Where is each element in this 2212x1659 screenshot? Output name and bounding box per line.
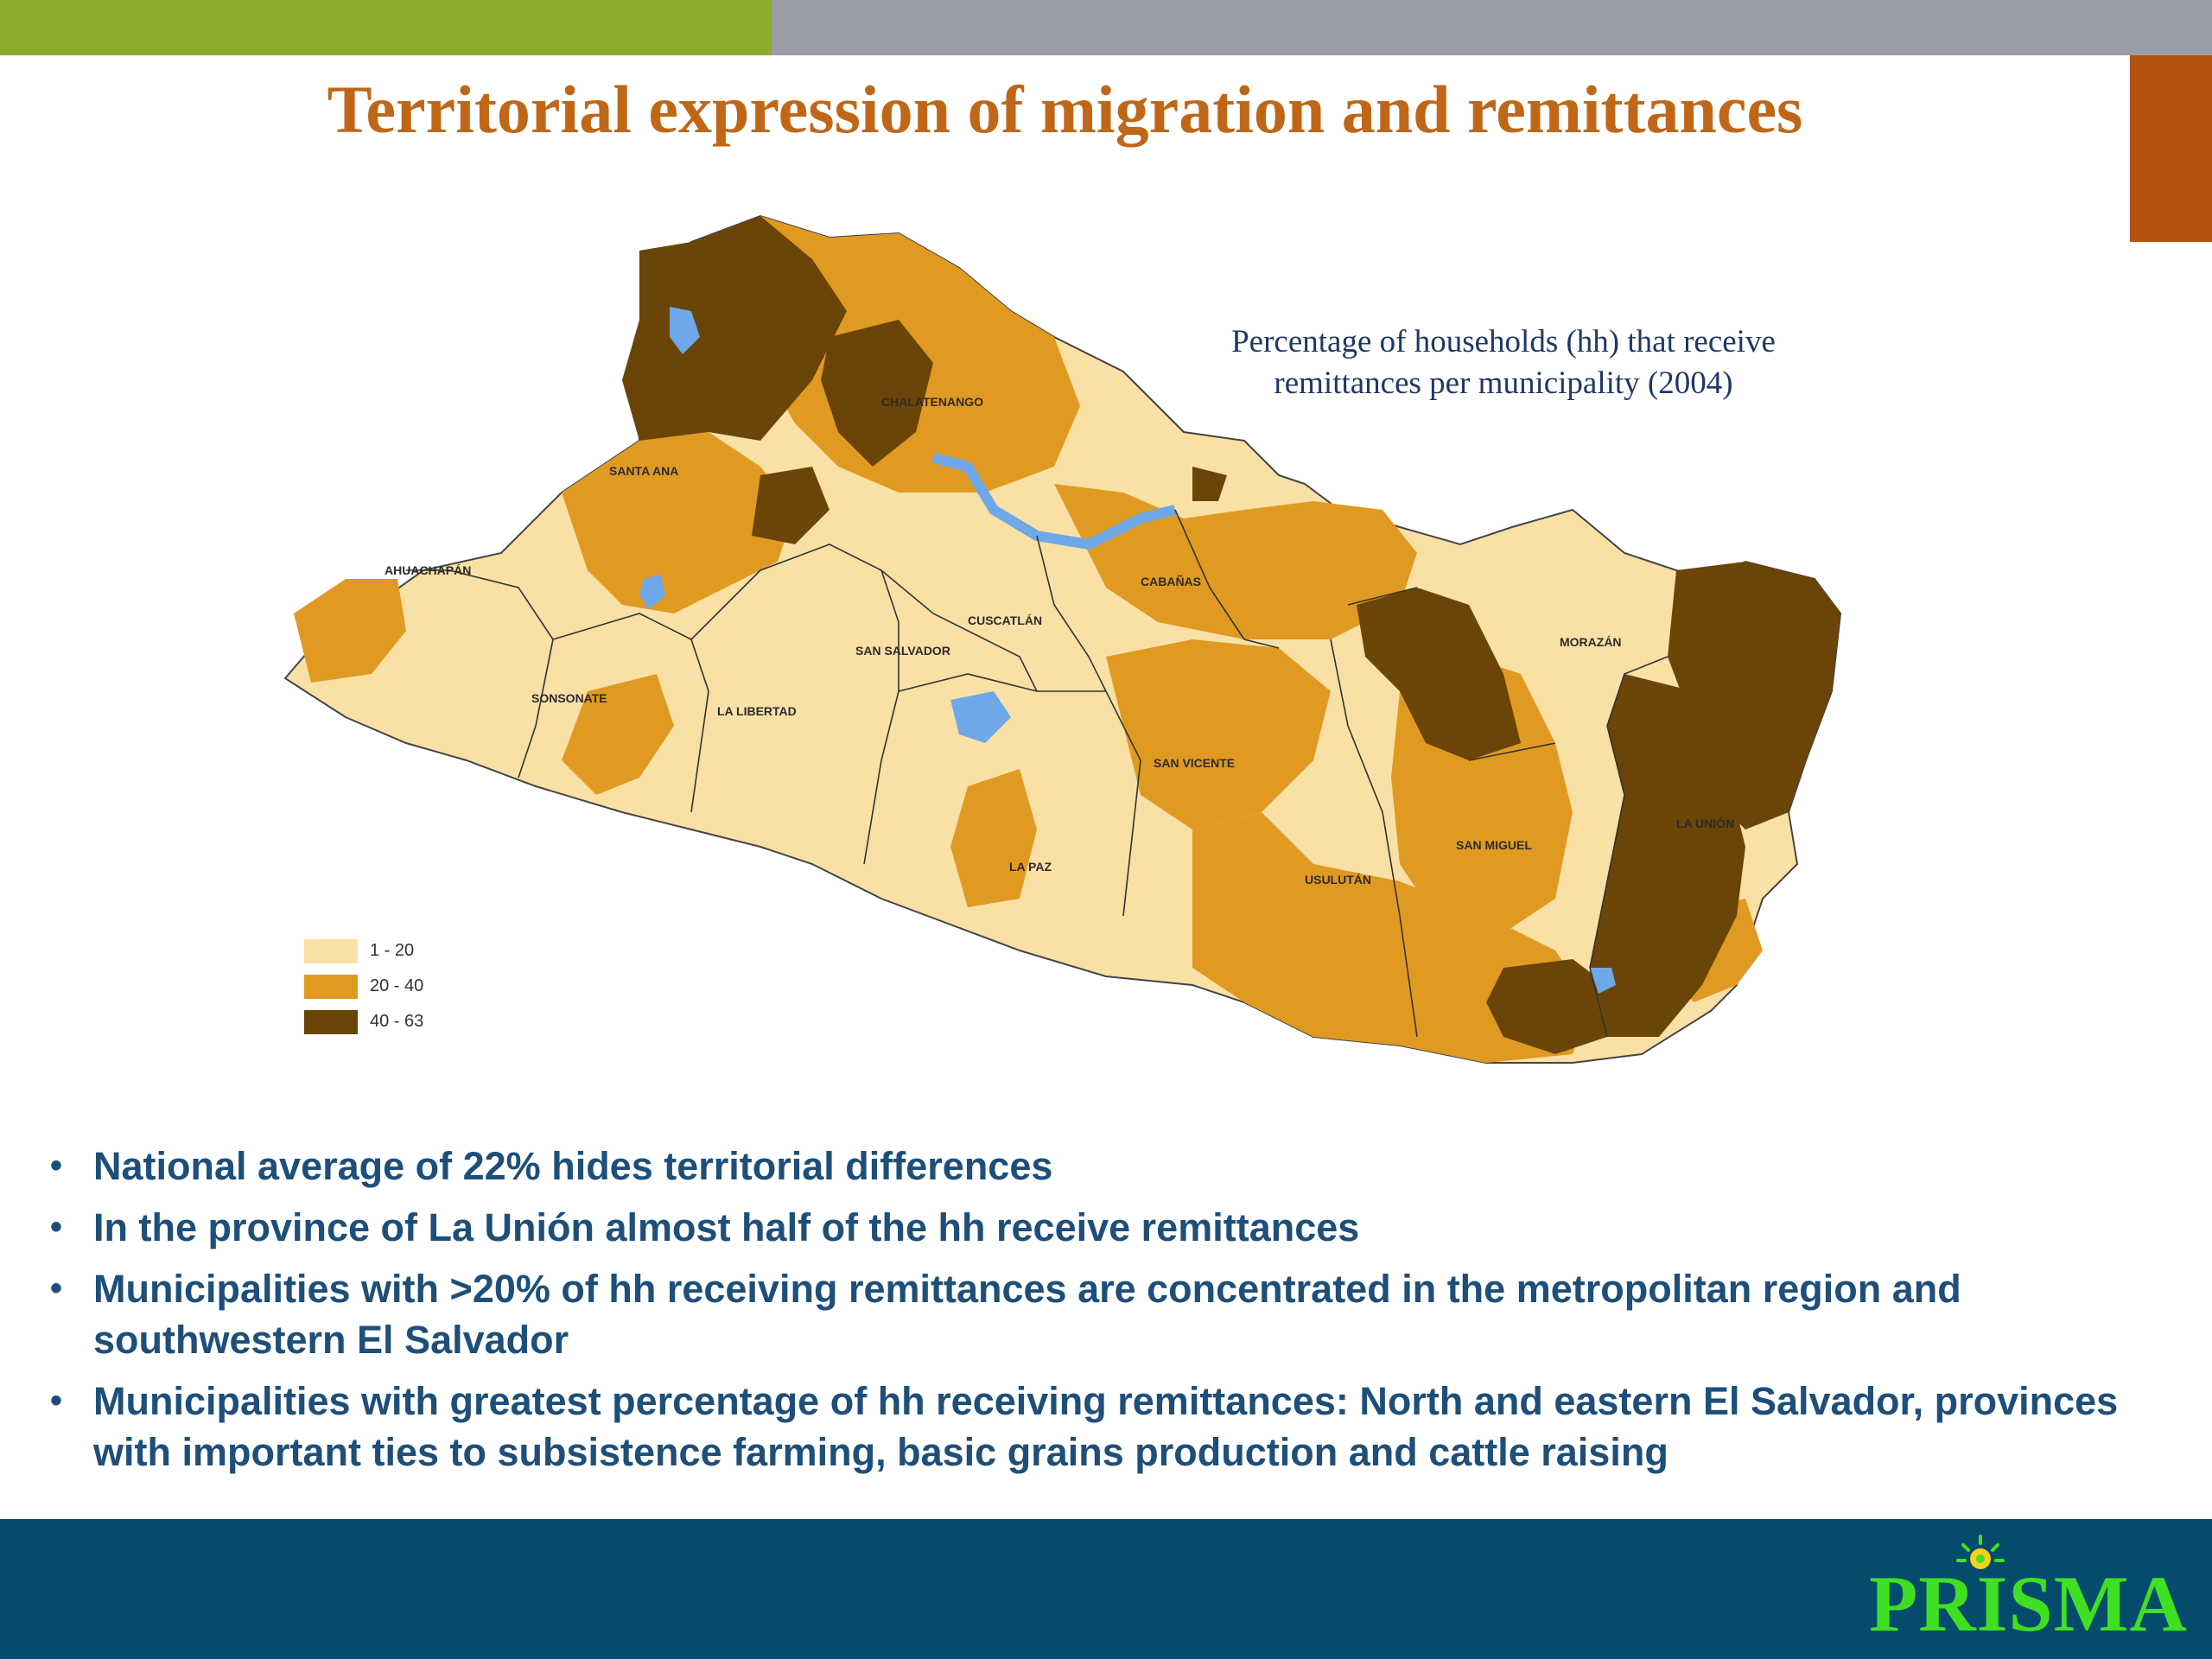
legend-label-low: 1 - 20 bbox=[370, 941, 415, 960]
region-mid-cabanas bbox=[1054, 484, 1417, 639]
region-high-santaana bbox=[752, 467, 830, 544]
legend-item: 1 - 20 bbox=[304, 933, 423, 969]
lake-olomega bbox=[1590, 968, 1616, 994]
region-high-southeast bbox=[1486, 959, 1607, 1054]
legend-label-high: 40 - 63 bbox=[370, 1012, 424, 1031]
region-high-launion bbox=[1590, 674, 1745, 1037]
bullet-item-3: Municipalities with >20% of hh receiving… bbox=[50, 1263, 2158, 1365]
department-borders bbox=[406, 509, 1669, 1038]
bullet-item-1: National average of 22% hides territoria… bbox=[50, 1141, 2158, 1192]
slide-title: Territorial expression of migration and … bbox=[327, 72, 1803, 147]
legend-label-mid: 20 - 40 bbox=[370, 976, 424, 995]
top-bar-gray bbox=[772, 0, 2212, 55]
top-bar-green bbox=[0, 0, 772, 55]
map-caption-line-1: Percentage of households (hh) that recei… bbox=[1231, 324, 1776, 359]
region-mid-lapaz bbox=[950, 769, 1037, 907]
dept-label-san-miguel: SAN MIGUEL bbox=[1456, 838, 1532, 852]
legend-item: 20 - 40 bbox=[304, 969, 423, 1004]
region-mid-sanvicente bbox=[1106, 639, 1331, 830]
sun-icon bbox=[1956, 1535, 2005, 1569]
region-high-northwest bbox=[622, 216, 847, 441]
dept-label-san-vicente: SAN VICENTE bbox=[1154, 756, 1235, 770]
region-mid-northwest bbox=[562, 432, 795, 613]
side-accent-block bbox=[2130, 55, 2212, 242]
dept-label-chalatenango: CHALATENANGO bbox=[881, 395, 983, 409]
dept-label-la-libertad: LA LIBERTAD bbox=[717, 704, 797, 718]
legend-swatch-high bbox=[304, 1009, 358, 1034]
region-high-morazan-west bbox=[1357, 588, 1521, 760]
legend-swatch-mid bbox=[304, 974, 358, 999]
map-caption-line-2: remittances per municipality (2004) bbox=[1274, 365, 1733, 401]
logo-text: PRISMA bbox=[1869, 1560, 2188, 1648]
region-mid-libertad bbox=[562, 674, 674, 795]
region-high-cabanas-north bbox=[1192, 467, 1227, 501]
el-salvador-map: AHUACHAPÁN SANTA ANA CHALATENANGO SONSON… bbox=[283, 214, 1842, 1064]
dept-label-san-salvador: SAN SALVADOR bbox=[855, 644, 950, 658]
map-legend: 1 - 20 20 - 40 40 - 63 bbox=[304, 933, 423, 1039]
footer-bar: PRISMA bbox=[0, 1519, 2212, 1659]
bullet-item-4: Municipalities with greatest percentage … bbox=[50, 1376, 2158, 1478]
prisma-logo: PRISMA bbox=[1859, 1535, 2188, 1647]
map-caption: Percentage of households (hh) that recei… bbox=[1158, 321, 1849, 404]
dept-label-ahuachapan: AHUACHAPÁN bbox=[385, 563, 471, 577]
lake-coatepeque bbox=[639, 575, 665, 609]
region-high-chalatenango bbox=[821, 320, 933, 467]
dept-label-santa-ana: SANTA ANA bbox=[609, 464, 678, 478]
lake-guija bbox=[670, 307, 700, 354]
legend-item: 40 - 63 bbox=[304, 1004, 423, 1039]
dept-label-usulutan: USULUTÁN bbox=[1305, 873, 1371, 887]
dept-label-la-paz: LA PAZ bbox=[1009, 860, 1052, 874]
dept-label-cuscatlan: CUSCATLÁN bbox=[968, 613, 1042, 627]
dept-label-cabanas: CABAÑAS bbox=[1141, 574, 1201, 588]
dept-label-sonsonate: SONSONATE bbox=[531, 691, 607, 705]
dept-label-la-union: LA UNIÓN bbox=[1676, 816, 1734, 830]
bullet-list: National average of 22% hides territoria… bbox=[50, 1141, 2158, 1488]
bullet-item-2: In the province of La Unión almost half … bbox=[50, 1202, 2158, 1253]
dept-label-morazan: MORAZÁN bbox=[1560, 635, 1622, 649]
lake-ilopango bbox=[950, 691, 1011, 743]
legend-swatch-low bbox=[304, 938, 358, 963]
remittance-map: AHUACHAPÁN SANTA ANA CHALATENANGO SONSON… bbox=[276, 207, 1858, 1080]
region-mid-ahuachapan bbox=[294, 579, 406, 683]
